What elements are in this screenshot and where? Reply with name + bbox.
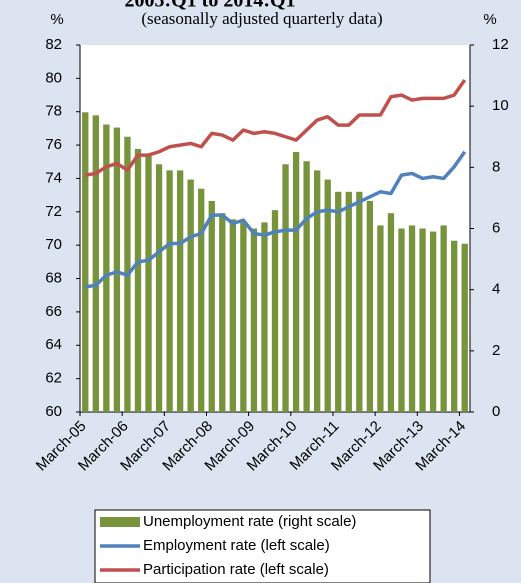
y2-tick-label: 8	[492, 158, 500, 175]
y-tick-label: 74	[45, 169, 62, 186]
bar	[377, 225, 384, 412]
y-tick-label: 80	[45, 69, 62, 86]
chart-title: 2005:Q1 to 2014:Q1	[124, 0, 295, 12]
y-tick-label: 82	[45, 36, 62, 53]
bar	[176, 170, 184, 412]
bar	[408, 225, 416, 412]
bar	[219, 213, 226, 412]
y-axis-unit: %	[50, 11, 63, 28]
bar	[387, 213, 395, 412]
bar	[134, 148, 142, 412]
bar	[166, 170, 173, 412]
bar	[198, 188, 205, 412]
legend-label: Participation rate (left scale)	[143, 561, 329, 578]
bar	[282, 164, 289, 412]
bar	[345, 191, 352, 412]
bar	[398, 228, 405, 412]
bar	[440, 225, 447, 412]
bar	[240, 222, 247, 412]
bar	[229, 219, 236, 412]
bar	[155, 164, 163, 412]
line	[84, 79, 467, 177]
bar	[92, 115, 99, 412]
y2-tick-label: 2	[492, 342, 500, 359]
bar	[366, 200, 374, 412]
y-tick-label: 76	[45, 136, 62, 153]
bar	[187, 179, 194, 412]
bar	[324, 179, 331, 412]
y2-tick-label: 10	[492, 97, 509, 114]
bar	[429, 231, 437, 412]
y2-tick-label: 4	[492, 281, 500, 298]
y2-tick-label: 12	[492, 36, 509, 53]
y-tick-label: 68	[45, 270, 62, 287]
legend-swatch	[100, 517, 140, 527]
bar	[314, 170, 321, 412]
bar	[292, 152, 300, 412]
line	[84, 150, 467, 289]
y2-tick-label: 0	[492, 403, 500, 420]
bar	[271, 210, 279, 412]
bar	[419, 228, 426, 412]
bar	[113, 127, 121, 412]
y2-tick-label: 6	[492, 219, 500, 236]
legend-label: Employment rate (left scale)	[143, 537, 330, 554]
bar	[451, 240, 458, 412]
y-tick-label: 62	[45, 370, 62, 387]
y-tick-label: 66	[45, 303, 62, 320]
y-tick-label: 70	[45, 236, 62, 253]
bar	[356, 191, 363, 412]
chart-subtitle: (seasonally adjusted quarterly data)	[141, 9, 382, 28]
bar	[82, 112, 89, 413]
bar	[461, 243, 468, 412]
bar	[261, 222, 268, 412]
y-tick-label: 72	[45, 203, 62, 220]
bar	[250, 228, 258, 412]
y2-axis-unit: %	[483, 11, 496, 28]
bar	[335, 191, 342, 412]
bar	[145, 155, 152, 412]
y-tick-label: 64	[45, 336, 62, 353]
bar	[303, 161, 310, 412]
legend-box	[94, 509, 431, 583]
bar	[208, 200, 215, 412]
legend-label: Unemployment rate (right scale)	[143, 513, 356, 530]
y-tick-label: 60	[45, 403, 62, 420]
y-tick-label: 78	[45, 103, 62, 120]
bar	[103, 124, 110, 413]
